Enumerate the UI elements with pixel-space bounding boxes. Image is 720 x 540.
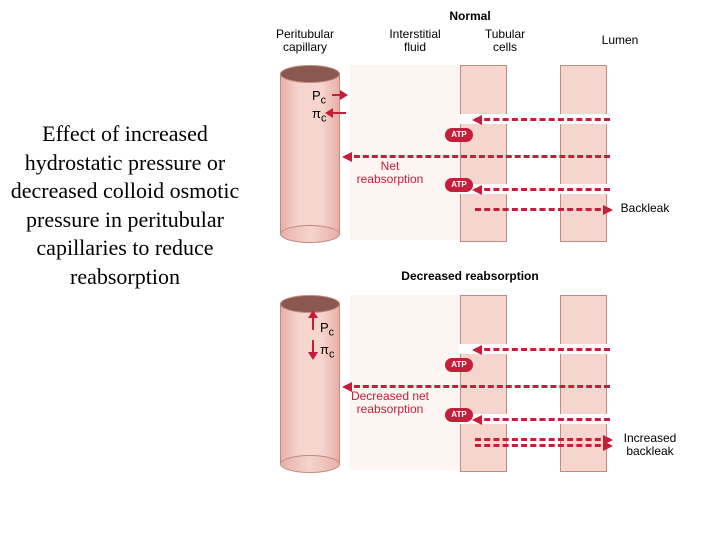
panel1-heading: Normal [430,10,510,23]
header-capillary: Peritubular capillary [270,28,340,54]
net-1: Net reabsorption [350,160,430,186]
backleak-1: Backleak [615,202,675,215]
interstitial-1 [350,65,460,240]
arrow-2c [475,418,610,421]
arrow-1c [475,188,610,191]
backleak-2: Increased backleak [615,432,685,458]
arrow-backleak-2b [475,444,610,447]
pc-2: Pc [320,320,334,339]
pi-2: πc [320,342,334,361]
arrow-net-2 [345,385,610,388]
interstitial-2 [350,295,460,470]
arrow-1a [475,118,610,121]
pi-arrow-2 [312,340,314,358]
arrow-2a [475,348,610,351]
main-title: Effect of increased hydrostatic pressure… [10,120,240,292]
pc-arrow-1 [332,94,346,96]
header-interstitial: Interstitial fluid [380,28,450,54]
arrow-net-1 [345,155,610,158]
header-lumen: Lumen [595,34,645,47]
header-cells: Tubular cells [475,28,535,54]
cells-1a [460,65,507,242]
panel2-heading: Decreased reabsorption [380,270,560,283]
atp-1a: ATP [445,128,473,142]
capillary-1 [280,65,338,240]
arrow-backleak-1 [475,208,610,211]
cells-1b [560,65,607,242]
arrow-backleak-2 [475,438,610,441]
diagram-area: Peritubular capillary Interstitial fluid… [250,10,710,530]
pc-1: Pc [312,88,326,107]
atp-2a: ATP [445,358,473,372]
pi-arrow-1 [332,112,346,114]
pc-arrow-2 [312,312,314,330]
net-2: Decreased net reabsorption [340,390,440,416]
